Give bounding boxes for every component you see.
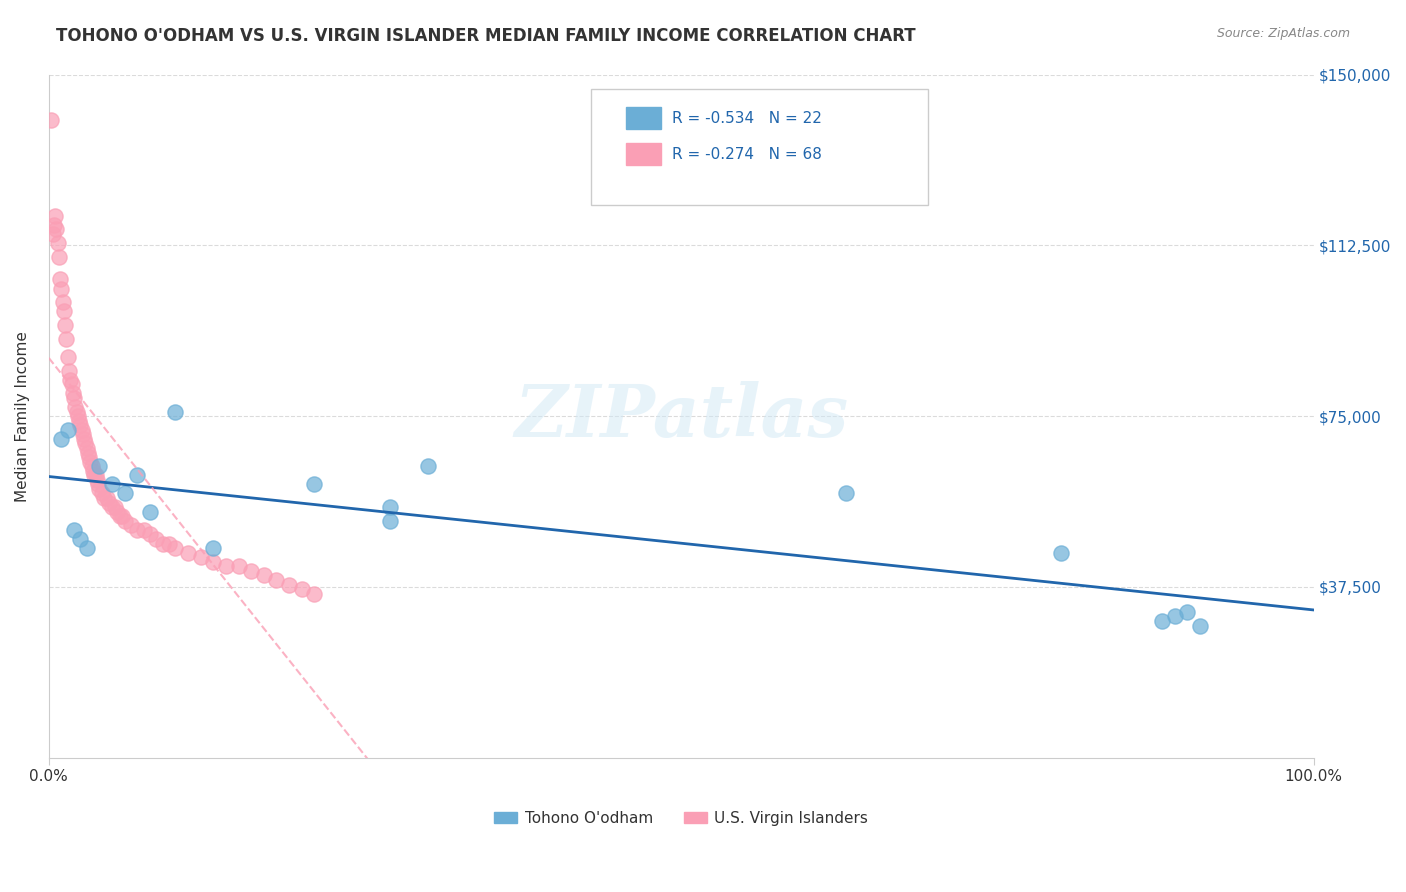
Point [52, 304, 75, 318]
Point [139, 527, 162, 541]
Point [53, 318, 76, 332]
Point [76, 541, 98, 556]
Point [165, 541, 187, 556]
Point [86, 473, 108, 487]
Point [49, 272, 72, 286]
Point [304, 587, 326, 601]
Point [1163, 609, 1185, 624]
Point [56, 423, 79, 437]
Point [127, 523, 149, 537]
Point [59, 373, 82, 387]
Point [1188, 618, 1211, 632]
Point [70, 423, 93, 437]
Point [39, 113, 62, 128]
Point [82, 464, 104, 478]
Point [58, 363, 80, 377]
Point [114, 514, 136, 528]
Point [42, 218, 65, 232]
Point [51, 281, 73, 295]
Point [44, 209, 66, 223]
Point [76, 441, 98, 455]
Point [83, 468, 105, 483]
Point [215, 559, 238, 574]
Point [127, 468, 149, 483]
Point [190, 550, 212, 565]
Point [63, 523, 86, 537]
Text: R = -0.534   N = 22: R = -0.534 N = 22 [672, 112, 823, 126]
Point [253, 568, 276, 582]
Point [87, 477, 110, 491]
Point [84, 468, 107, 483]
Point [1150, 614, 1173, 628]
Point [41, 227, 63, 241]
Point [56, 350, 79, 364]
Point [69, 418, 91, 433]
Point [46, 235, 69, 250]
Point [65, 404, 87, 418]
Point [65, 400, 87, 414]
Point [132, 523, 155, 537]
Point [228, 559, 250, 574]
Point [278, 577, 301, 591]
Legend: Tohono O'odham, U.S. Virgin Islanders: Tohono O'odham, U.S. Virgin Islanders [488, 805, 875, 832]
Point [62, 386, 84, 401]
Point [291, 582, 314, 596]
Point [266, 573, 288, 587]
Point [93, 491, 115, 505]
Y-axis label: Median Family Income: Median Family Income [15, 331, 30, 501]
Point [96, 491, 118, 505]
Point [52, 295, 75, 310]
Point [80, 459, 103, 474]
Point [418, 459, 440, 474]
Point [89, 459, 111, 474]
Point [101, 500, 124, 515]
Point [77, 445, 100, 459]
Point [834, 486, 856, 500]
Point [75, 436, 97, 450]
Point [89, 482, 111, 496]
Point [79, 454, 101, 468]
Point [72, 427, 94, 442]
Point [51, 432, 73, 446]
Point [108, 509, 131, 524]
Text: ZIPatlas: ZIPatlas [515, 381, 848, 451]
Point [157, 536, 180, 550]
Point [202, 541, 225, 556]
Point [66, 409, 89, 423]
Point [380, 514, 402, 528]
Point [105, 505, 128, 519]
Point [240, 564, 263, 578]
Point [202, 555, 225, 569]
Point [73, 432, 96, 446]
Point [114, 486, 136, 500]
Text: R = -0.274   N = 68: R = -0.274 N = 68 [672, 147, 823, 161]
Text: TOHONO O'ODHAM VS U.S. VIRGIN ISLANDER MEDIAN FAMILY INCOME CORRELATION CHART: TOHONO O'ODHAM VS U.S. VIRGIN ISLANDER M… [56, 27, 915, 45]
Point [1049, 546, 1071, 560]
Point [177, 546, 200, 560]
Point [1175, 605, 1198, 619]
Point [139, 505, 162, 519]
Point [101, 477, 124, 491]
Point [304, 477, 326, 491]
Point [103, 500, 125, 515]
Point [45, 222, 67, 236]
Point [145, 532, 167, 546]
Text: Source: ZipAtlas.com: Source: ZipAtlas.com [1216, 27, 1350, 40]
Point [55, 332, 77, 346]
Point [120, 518, 142, 533]
Point [69, 532, 91, 546]
Point [60, 377, 83, 392]
Point [111, 509, 134, 524]
Point [77, 450, 100, 464]
Point [63, 391, 86, 405]
Point [48, 250, 70, 264]
Point [165, 404, 187, 418]
Point [380, 500, 402, 515]
Point [98, 495, 121, 509]
Point [152, 536, 174, 550]
Point [67, 414, 90, 428]
Point [90, 486, 112, 500]
